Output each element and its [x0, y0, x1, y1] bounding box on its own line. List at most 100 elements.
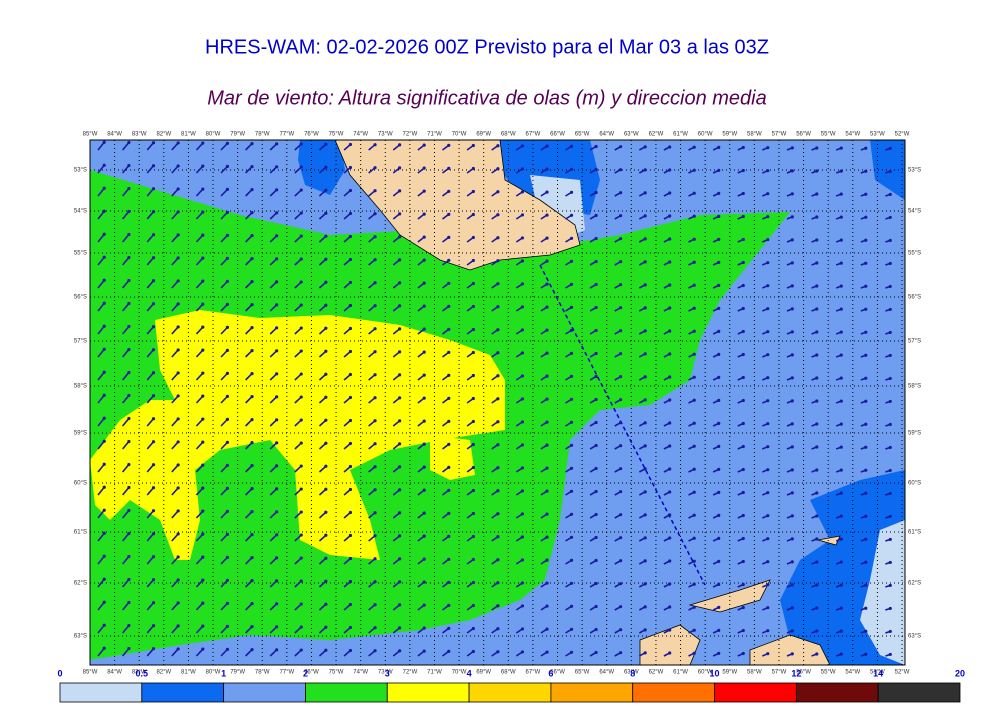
- wave-arrow-head: [127, 209, 131, 214]
- wave-arrow-head: [176, 463, 180, 467]
- longitude-label: 78°W: [255, 670, 270, 676]
- wave-arrow-head: [151, 624, 156, 628]
- wave-arrow-head: [151, 578, 156, 582]
- wave-arrow-head: [815, 238, 819, 242]
- wave-arrow-head: [545, 190, 549, 194]
- wave-arrow-head: [422, 373, 426, 377]
- wave-arrow-head: [324, 165, 328, 169]
- wave-arrow-head: [447, 580, 451, 584]
- wave-arrow-head: [839, 169, 843, 173]
- wave-arrow: [97, 210, 105, 220]
- wave-arrow-head: [201, 233, 205, 237]
- wave-arrow-head: [569, 236, 574, 240]
- longitude-label: 72°W: [403, 132, 418, 138]
- wave-arrow-head: [373, 626, 377, 630]
- longitude-label: 73°W: [378, 670, 393, 676]
- wave-arrow-head: [815, 192, 819, 196]
- wave-arrow-head: [422, 580, 426, 584]
- wave-arrow-head: [373, 143, 377, 147]
- wave-arrow-head: [324, 579, 328, 583]
- wave-arrow-head: [496, 466, 500, 470]
- wave-arrow: [97, 371, 105, 381]
- wave-arrow-head: [471, 327, 475, 332]
- latitude-label: 61°S: [74, 530, 87, 536]
- wave-arrow-head: [839, 629, 843, 633]
- wave-arrow-head: [324, 303, 328, 307]
- wave-arrow-head: [815, 606, 819, 610]
- wave-arrow-head: [741, 329, 745, 334]
- wave-arrow-head: [643, 306, 647, 310]
- wave-arrow-head: [398, 419, 402, 423]
- wave-arrow: [146, 234, 155, 243]
- wave-arrow-head: [127, 439, 131, 444]
- wave-arrow-head: [127, 393, 131, 398]
- wave-arrow-head: [201, 210, 205, 214]
- wave-arrow-head: [741, 490, 745, 495]
- wave-arrow-head: [496, 581, 500, 585]
- colorbar-tick-label: 0: [57, 668, 62, 678]
- wave-arrow-head: [692, 651, 696, 655]
- wave-arrow-head: [839, 215, 843, 219]
- wave-arrow-head: [373, 281, 377, 285]
- wave-arrow: [97, 302, 105, 312]
- wave-arrow-head: [398, 580, 402, 584]
- wave-arrow-head: [888, 468, 892, 473]
- wave-arrow-head: [299, 326, 303, 330]
- wave-arrow-head: [127, 462, 131, 467]
- wave-arrow-head: [299, 142, 303, 146]
- title: HRES-WAM: 02-02-2026 00Z Previsto para e…: [205, 36, 769, 58]
- wave-arrow-head: [151, 279, 156, 283]
- wave-arrow-head: [201, 624, 205, 628]
- wave-arrow-head: [324, 142, 328, 146]
- wave-arrow-head: [741, 536, 745, 541]
- wave-arrow-head: [225, 394, 230, 398]
- wave-arrow-head: [471, 350, 475, 355]
- wave-arrow-head: [717, 467, 721, 471]
- longitude-label: 63°W: [624, 670, 639, 676]
- wave-arrow-head: [102, 301, 106, 305]
- wave-arrow-head: [373, 166, 377, 170]
- wave-arrow-head: [250, 510, 254, 514]
- wave-arrow-head: [766, 169, 770, 173]
- wave-arrow-head: [839, 284, 843, 288]
- wave-arrow-head: [569, 512, 574, 516]
- wave-arrow-head: [717, 628, 721, 632]
- wave-arrow-head: [717, 490, 721, 494]
- wave-arrow-head: [324, 372, 328, 376]
- wave-arrow-head: [619, 306, 623, 310]
- wave-arrow-head: [839, 307, 843, 311]
- wave-arrow-head: [594, 420, 598, 425]
- wave-arrow-head: [151, 302, 156, 306]
- wave-arrow-head: [275, 211, 279, 215]
- longitude-label: 74°W: [353, 132, 368, 138]
- wave-arrow-head: [569, 420, 574, 424]
- wave-arrow-head: [250, 602, 254, 606]
- wave-arrow-head: [815, 261, 819, 265]
- wave-arrow-head: [717, 651, 721, 655]
- wave-arrow: [121, 601, 130, 611]
- wave-arrow-head: [176, 555, 180, 559]
- colorbar-tick-label: 1: [221, 668, 226, 678]
- longitude-label: 77°W: [279, 132, 294, 138]
- wave-arrow-head: [569, 650, 574, 654]
- wave-arrow-head: [668, 628, 672, 632]
- wave-arrow-head: [422, 304, 426, 308]
- wave-arrow-head: [201, 325, 205, 329]
- wave-arrow-head: [594, 213, 598, 218]
- wave-arrow-head: [815, 307, 819, 311]
- wave-arrow: [97, 578, 105, 588]
- latitude-label: 60°S: [74, 481, 87, 487]
- wave-arrow: [121, 141, 130, 151]
- wave-arrow-head: [520, 374, 525, 378]
- longitude-label: 53°W: [870, 132, 885, 138]
- wave-arrow-head: [201, 417, 205, 421]
- wave-arrow-head: [619, 352, 623, 356]
- wave-arrow: [121, 486, 130, 496]
- wave-arrow-head: [545, 213, 549, 217]
- wave-arrow-head: [888, 445, 892, 450]
- wave-arrow-head: [741, 467, 745, 472]
- wave-arrow-head: [176, 210, 180, 214]
- wave-arrow-head: [692, 168, 696, 172]
- wave-arrow-head: [619, 421, 623, 425]
- wave-arrow-head: [594, 489, 598, 494]
